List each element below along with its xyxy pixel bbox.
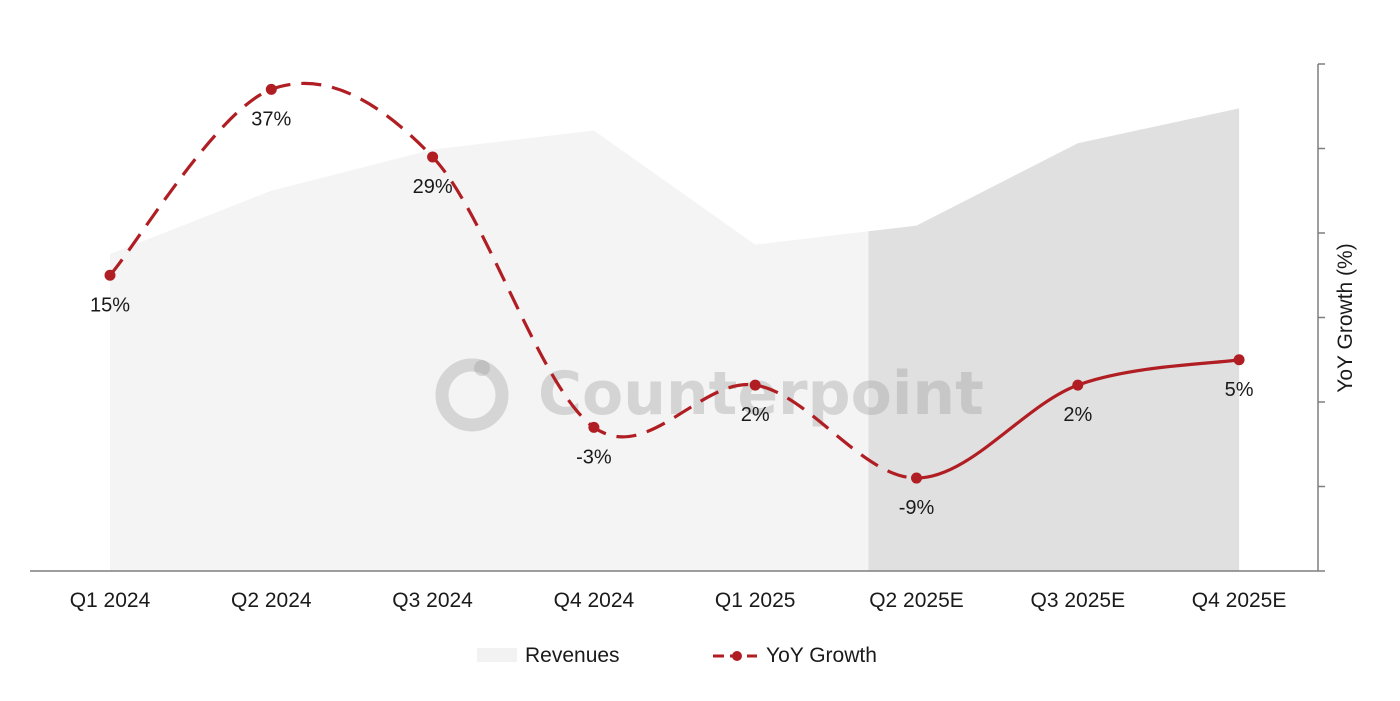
counterpoint-watermark: Counterpoint	[435, 358, 984, 432]
legend-revenues-label: Revenues	[525, 644, 620, 667]
watermark-logo-icon	[435, 358, 509, 432]
yoy-data-label: 37%	[251, 108, 291, 130]
yoy-data-label: -3%	[576, 446, 612, 468]
x-tick-label: Q4 2025E	[1192, 589, 1287, 612]
yoy-data-label: 2%	[741, 404, 770, 426]
watermark-text: Counterpoint	[538, 359, 984, 429]
x-tick-label: Q3 2024	[392, 589, 473, 612]
yoy-growth-line-actual	[108, 81, 917, 480]
data-labels: 15% 37% 29% -3% 2% -9% 2% 5%	[90, 108, 1254, 519]
x-tick-label: Q2 2025E	[869, 589, 964, 612]
yoy-data-label: -9%	[899, 497, 935, 519]
legend: Revenues YoY Growth	[477, 644, 877, 667]
yoy-point-q4-2024	[588, 421, 600, 433]
yoy-data-label: 15%	[90, 294, 130, 316]
yoy-point-q3-2025e	[1072, 379, 1084, 391]
yoy-point-q2-2024	[265, 83, 277, 95]
yoy-growth-points	[104, 83, 1245, 484]
legend-revenues-swatch	[477, 648, 517, 662]
yoy-data-label: 2%	[1063, 404, 1092, 426]
x-tick-label: Q4 2024	[554, 589, 635, 612]
yoy-data-label: 5%	[1225, 379, 1254, 401]
legend-yoy-label: YoY Growth	[766, 644, 877, 667]
revenue-area-layer	[110, 108, 1240, 572]
revenue-area-actual	[110, 130, 869, 571]
x-axis-tick-labels: Q1 2024 Q2 2024 Q3 2024 Q4 2024 Q1 2025 Q2 20…	[70, 589, 1287, 612]
x-tick-label: Q1 2024	[70, 589, 151, 612]
x-tick-label: Q1 2025	[715, 589, 796, 612]
yoy-point-q1-2024	[104, 269, 116, 281]
yoy-data-label: 29%	[413, 176, 453, 198]
revenue-area-forecast	[868, 108, 1240, 572]
yoy-point-q2-2025e	[911, 472, 922, 484]
yoy-point-q1-2025	[749, 379, 761, 391]
watermark-logo-dot-icon	[474, 360, 490, 376]
y-right-axis-title: YoY Growth (%)	[1334, 243, 1357, 392]
yoy-point-q4-2025e	[1233, 354, 1245, 366]
x-tick-label: Q3 2025E	[1031, 589, 1126, 612]
x-tick-label: Q2 2024	[231, 589, 312, 612]
axes	[30, 63, 1325, 572]
legend-yoy-swatch-marker	[732, 651, 742, 661]
yoy-point-q3-2024	[427, 151, 439, 163]
